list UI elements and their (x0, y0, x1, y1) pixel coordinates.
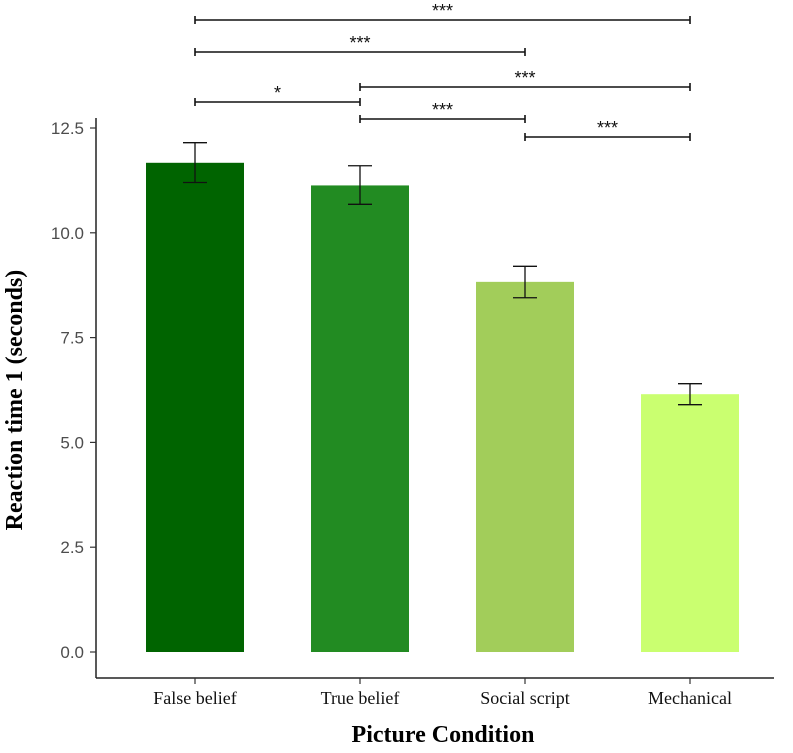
y-tick-label: 5.0 (60, 433, 84, 452)
significance-bracket (194, 16, 691, 24)
significance-bracket (524, 133, 691, 141)
y-tick-label: 0.0 (60, 643, 84, 662)
significance-label: *** (432, 1, 453, 21)
significance-label: * (274, 83, 281, 103)
significance-label: *** (514, 68, 535, 88)
x-tick-label: Mechanical (648, 688, 732, 708)
x-tick-label: True belief (321, 688, 400, 708)
bar-true-belief (311, 185, 409, 652)
y-ticks: 0.0 2.5 5.0 7.5 10.0 12.5 (51, 119, 96, 662)
bar-mechanical (641, 394, 739, 652)
significance-brackets: **************** (194, 1, 691, 141)
error-bar-false-belief (183, 142, 207, 184)
significance-label: *** (597, 118, 618, 138)
bar-false-belief (146, 162, 244, 653)
y-tick-label: 10.0 (51, 224, 84, 243)
y-tick-label: 7.5 (60, 329, 84, 348)
x-tick-label: False belief (153, 688, 236, 708)
significance-label: *** (432, 100, 453, 120)
error-bars (183, 142, 702, 406)
significance-bracket (194, 98, 361, 106)
error-bar-true-belief (348, 165, 372, 205)
x-tick-label: Social script (480, 688, 569, 708)
bar-social-script (476, 281, 574, 652)
x-axis-title: Picture Condition (352, 722, 535, 748)
y-axis-title: Reaction time 1 (seconds) (2, 270, 28, 531)
significance-bracket (359, 115, 526, 123)
significance-bracket (359, 83, 691, 91)
significance-label: *** (349, 33, 370, 53)
y-tick-label: 2.5 (60, 538, 84, 557)
axes (95, 118, 774, 679)
bars (146, 162, 739, 653)
y-tick-label: 12.5 (51, 119, 84, 138)
error-bar-social-script (513, 265, 537, 299)
error-bar-mechanical (678, 383, 702, 406)
x-ticks: False belief True belief Social script Mech… (153, 678, 732, 708)
significance-bracket (194, 48, 526, 56)
